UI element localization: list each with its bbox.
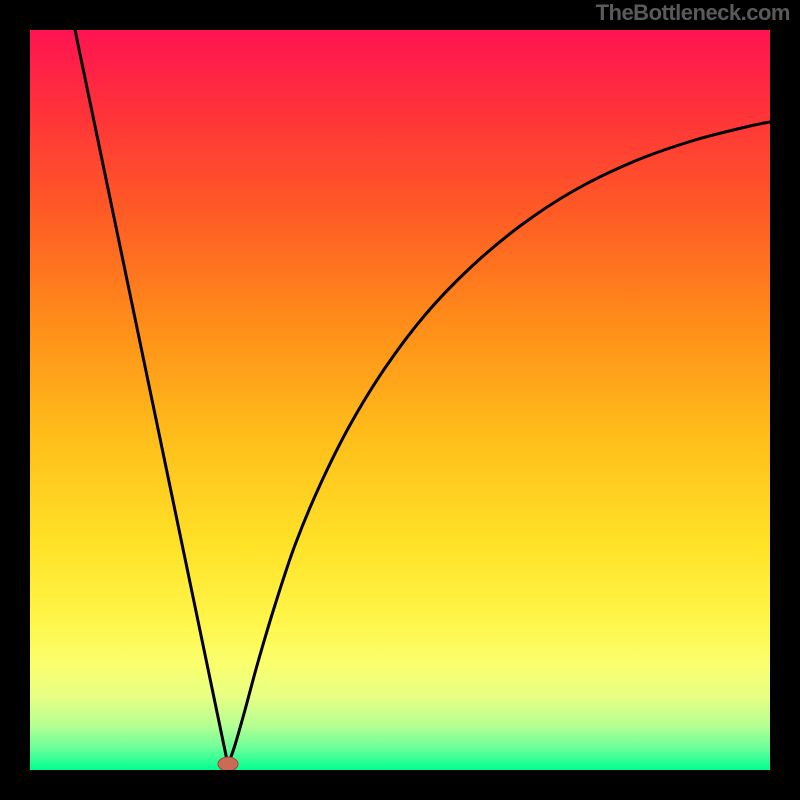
plot-area [30, 30, 770, 770]
minimum-marker [218, 757, 238, 770]
bottleneck-curve [30, 30, 770, 770]
watermark-text: TheBottleneck.com [596, 0, 790, 26]
